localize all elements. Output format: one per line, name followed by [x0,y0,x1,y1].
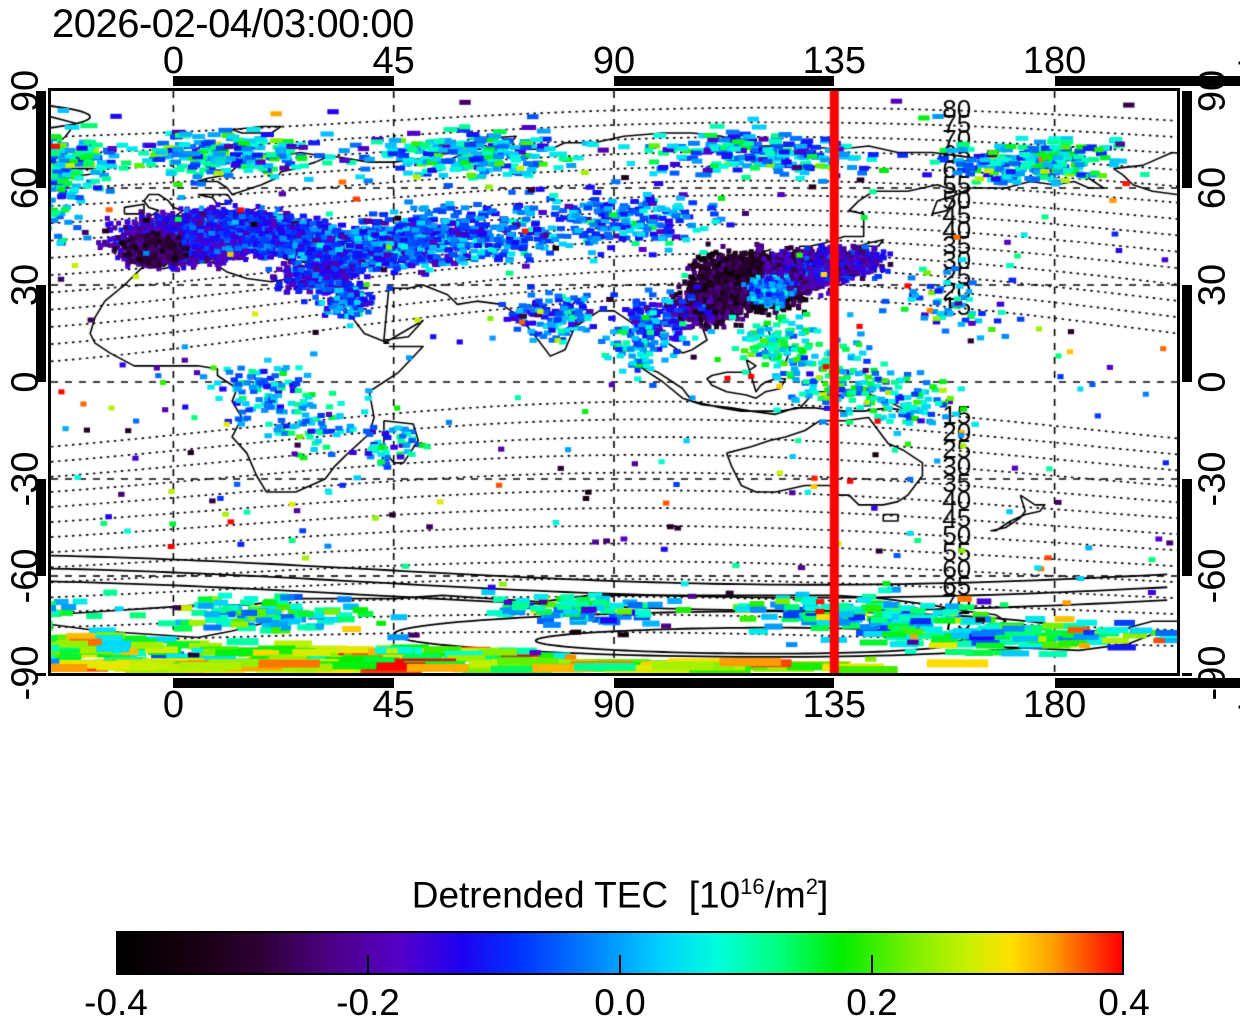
lat-tick-label-right--30: -30 [1191,451,1234,507]
colorbar-tick-label-4: 0.4 [1098,982,1150,1023]
lat-tick-label-left-0: 0 [4,371,47,393]
colorbar-label: Detrended TEC [411,874,669,916]
colorbar-units-close: ] [817,874,829,916]
lon-tick-label-top-135: 135 [802,40,866,82]
lat-tick-label-right-0: 0 [1191,371,1234,393]
lon-tick-label-bottom-45: 45 [372,684,415,726]
lon-tick-label-top-45: 45 [372,40,415,82]
lat-tick-label-right--60: -60 [1191,548,1234,604]
lat-tick-label-left-30: 30 [4,263,47,307]
axis-segments-left [36,88,46,676]
lat-tick-label-right-30: 30 [1191,263,1234,307]
lon-tick-label-bottom-180: 180 [1022,684,1087,726]
colorbar-tick-label-0: -0.4 [84,982,148,1023]
lat-tick-label-right-90: 90 [1191,69,1234,113]
plot-frame [48,88,1180,676]
lat-tick-label-left--30: -30 [4,451,47,507]
lat-tick-label-right--90: -90 [1191,645,1234,701]
colorbar-tick-label-3: 0.2 [846,982,898,1023]
tec-map-canvas [51,91,1177,673]
colorbar-units-open: [10 [688,874,741,916]
axis-segments-bottom [48,678,1240,688]
colorbar-units-suffix-exponent: 2 [805,874,818,899]
lon-tick-label-top-180: 180 [1022,40,1087,82]
lat-tick-label-left--60: -60 [4,548,47,604]
lon-tick-label-top-0: 0 [162,40,184,82]
colorbar-tick [619,955,621,975]
axis-segments-right [1182,88,1192,676]
lat-tick-label-left-90: 90 [4,69,47,113]
lon-tick-label-top--135: -135 [1237,40,1240,83]
colorbar-tick-label-1: -0.2 [336,982,400,1023]
colorbar-tick [871,955,873,975]
lon-tick-label-bottom-135: 135 [802,684,866,726]
page-title: 2026-02-04/03:00:00 [52,2,414,46]
lon-tick-label-top-90: 90 [592,40,636,82]
lat-tick-label-left-60: 60 [4,166,47,210]
colorbar-tick-label-2: 0.0 [594,982,646,1023]
colorbar-tick [367,955,369,975]
colorbar-title: Detrended TEC [1016/m2] [412,874,829,916]
axis-segments-top [48,76,1240,86]
lon-tick-label-bottom--135: -135 [1237,684,1240,727]
lon-tick-label-bottom-0: 0 [162,684,184,726]
colorbar-units-mid: /m [764,874,806,916]
lat-tick-label-left--90: -90 [4,645,47,701]
lon-tick-label-bottom-90: 90 [592,684,636,726]
lat-tick-label-right-60: 60 [1191,166,1234,210]
map-plot [36,76,1240,688]
colorbar-units-exponent: 16 [740,874,765,899]
